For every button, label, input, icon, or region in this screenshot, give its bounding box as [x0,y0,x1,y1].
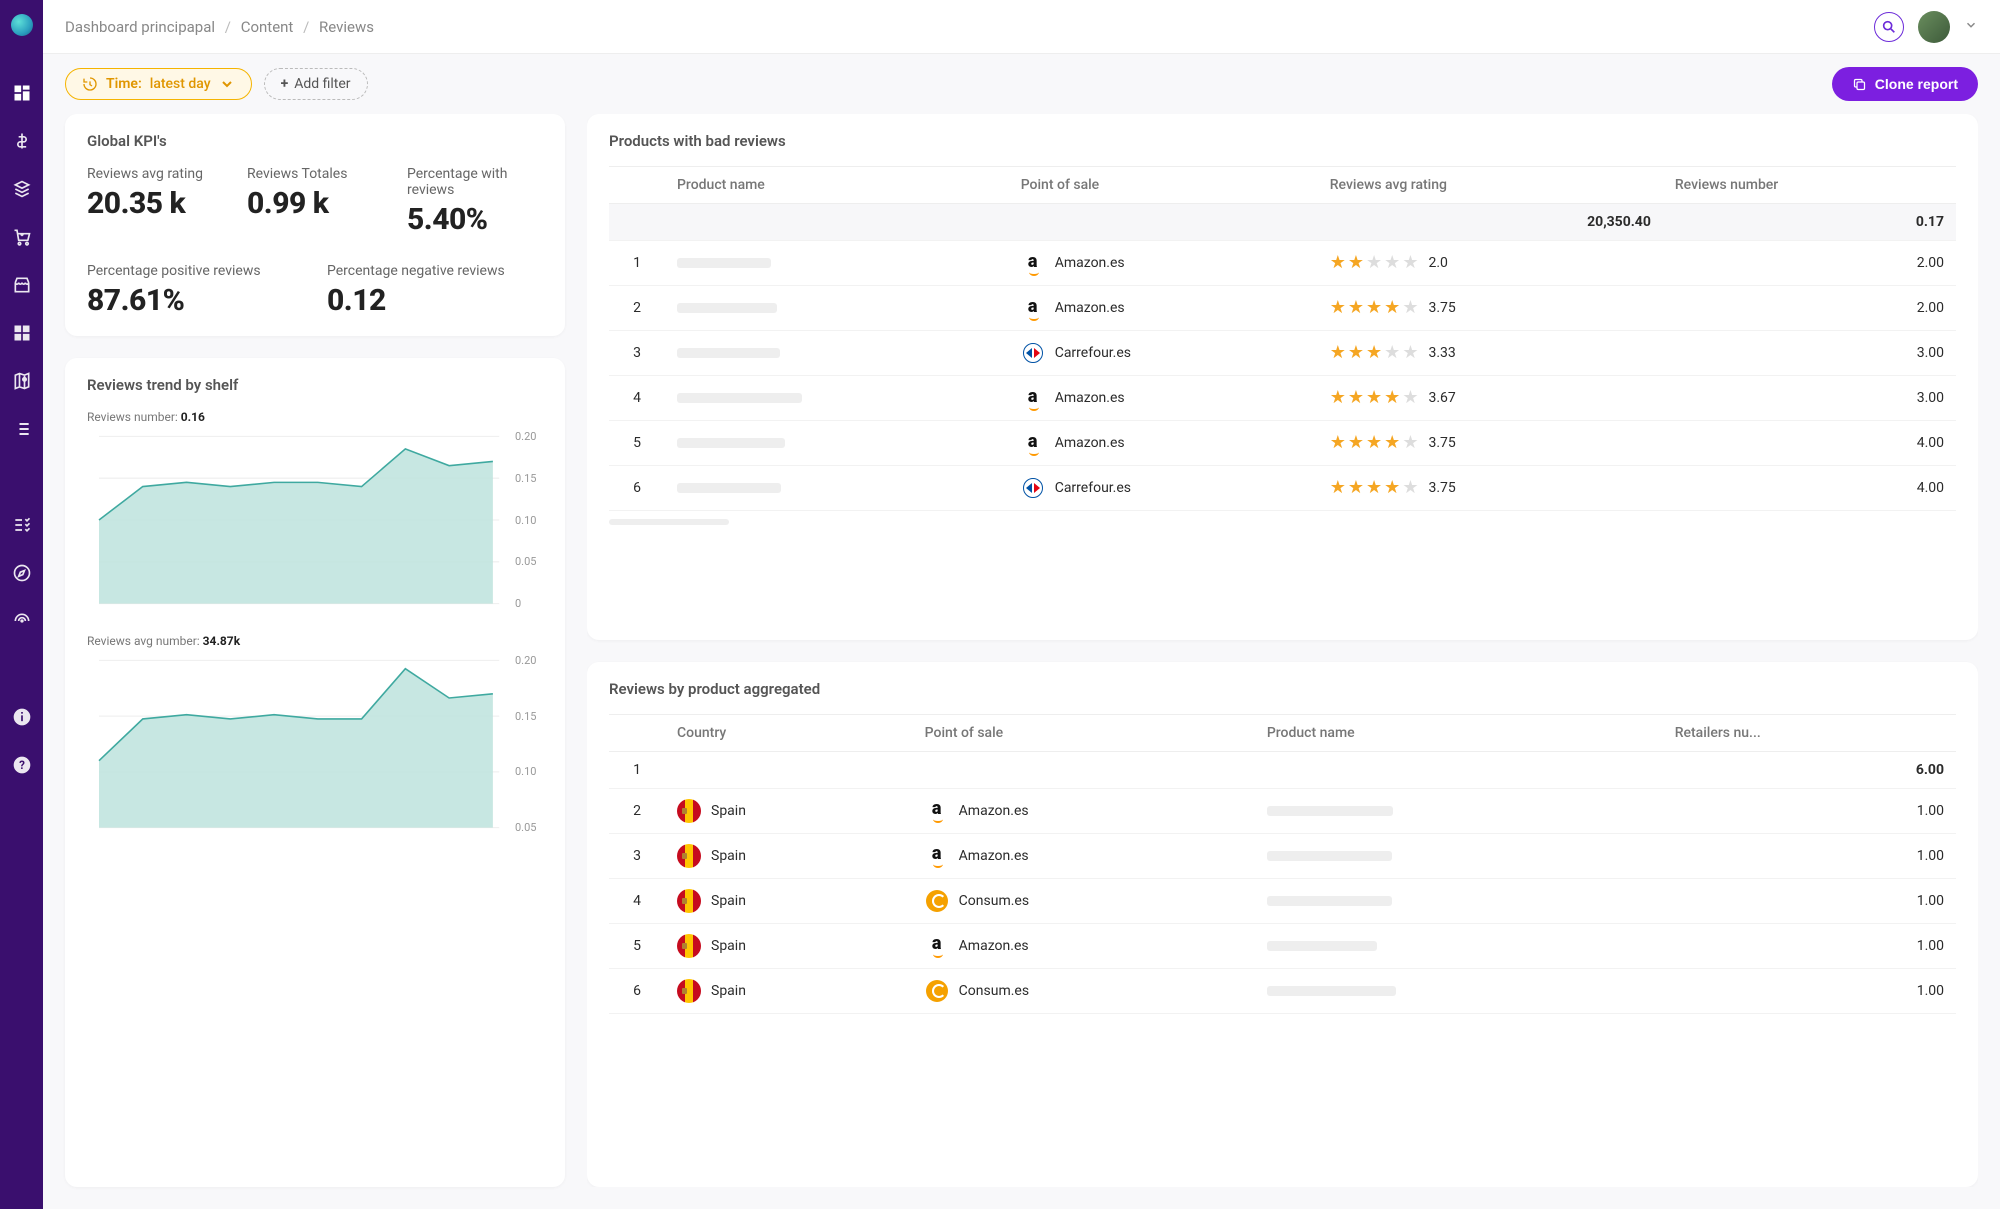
filter-bar: Time: latest day + Add filter Clone repo… [43,54,2000,114]
nav-info-icon[interactable] [11,706,33,728]
table-row[interactable]: 6Carrefour.es★★★★★3.754.00 [609,466,1956,511]
aggregate-row: 20,350.400.17 [609,204,1956,241]
nav-store-icon[interactable] [11,274,33,296]
flag-spain-icon [677,799,701,823]
carrefour-icon [1023,478,1043,498]
flag-spain-icon [677,979,701,1003]
amazon-icon: a [1028,251,1038,276]
kpi-item: Percentage positive reviews87.61% [87,263,303,318]
nav-list-icon[interactable] [11,418,33,440]
amazon-icon: a [1028,431,1038,456]
nav-checklist-icon[interactable] [11,514,33,536]
table-row[interactable]: 2aAmazon.es★★★★★3.752.00 [609,286,1956,331]
amazon-icon: a [1028,386,1038,411]
nav-grid-icon[interactable] [11,322,33,344]
star-rating: ★★★★★ [1330,344,1419,362]
amazon-icon: a [1028,296,1038,321]
table-header[interactable]: Reviews number [1663,167,1956,204]
chart-stat: Reviews avg number: 34.87k [87,634,543,648]
nav-target-icon[interactable] [11,610,33,632]
table-header[interactable]: Retailers nu... [1663,714,1956,751]
star-rating: ★★★★★ [1330,434,1419,452]
table-row[interactable]: 3SpainaAmazon.es1.00 [609,833,1956,878]
area-chart [87,654,543,834]
user-menu-chevron-icon[interactable] [1964,17,1978,36]
avatar[interactable] [1918,11,1950,43]
sidebar: ? [0,0,43,1209]
nav-help-icon[interactable]: ? [11,754,33,776]
svg-text:?: ? [19,758,25,772]
star-rating: ★★★★★ [1330,479,1419,497]
nav-compass-icon[interactable] [11,562,33,584]
table-row[interactable]: 2SpainaAmazon.es1.00 [609,788,1956,833]
flag-spain-icon [677,844,701,868]
table-header[interactable]: Country [665,714,913,751]
table-row[interactable]: 6SpainConsum.es1.00 [609,968,1956,1013]
table-header[interactable] [609,167,665,204]
aggregated-table: CountryPoint of saleProduct nameRetailer… [609,714,1956,1014]
kpi-item: Reviews Totales0.99 k [247,166,383,237]
star-rating: ★★★★★ [1330,389,1419,407]
breadcrumb: Dashboard principapal / Content / Review… [65,18,374,36]
table-row[interactable]: 5SpainaAmazon.es1.00 [609,923,1956,968]
flag-spain-icon [677,934,701,958]
topbar: Dashboard principapal / Content / Review… [43,0,2000,54]
time-filter-value: latest day [150,76,211,92]
breadcrumb-item[interactable]: Content [241,18,294,36]
card-title: Reviews trend by shelf [87,376,543,394]
logo-icon [11,14,33,36]
card-title: Reviews by product aggregated [609,680,1956,698]
carrefour-icon [1023,343,1043,363]
star-rating: ★★★★★ [1330,254,1419,272]
table-row[interactable]: 5aAmazon.es★★★★★3.754.00 [609,421,1956,466]
amazon-icon: a [932,933,942,958]
star-rating: ★★★★★ [1330,299,1419,317]
table-row[interactable]: 4aAmazon.es★★★★★3.673.00 [609,376,1956,421]
table-row[interactable]: 3Carrefour.es★★★★★3.333.00 [609,331,1956,376]
scroll-indicator [609,519,729,525]
table-row[interactable]: 4SpainConsum.es1.00 [609,878,1956,923]
nav-map-icon[interactable] [11,370,33,392]
breadcrumb-item[interactable]: Dashboard principapal [65,18,215,36]
nav-cart-icon[interactable] [11,226,33,248]
card-title: Global KPI's [87,132,543,150]
aggregated-card: Reviews by product aggregated CountryPoi… [587,662,1978,1188]
table-header[interactable]: Product name [1255,714,1663,751]
kpi-item: Reviews avg rating20.35 k [87,166,223,237]
area-chart [87,430,543,610]
flag-spain-icon [677,889,701,913]
add-filter-button[interactable]: + Add filter [264,68,368,100]
chart-stat: Reviews number: 0.16 [87,410,543,424]
table-header[interactable]: Reviews avg rating [1318,167,1663,204]
aggregate-row: 16.00 [609,751,1956,788]
table-header[interactable]: Point of sale [1009,167,1318,204]
global-kpi-card: Global KPI's Reviews avg rating20.35 k R… [65,114,565,336]
clone-report-button[interactable]: Clone report [1832,67,1978,101]
amazon-icon: a [932,843,942,868]
table-header[interactable]: Point of sale [913,714,1255,751]
bad-reviews-table: Product namePoint of saleReviews avg rat… [609,166,1956,511]
nav-dashboard-icon[interactable] [11,82,33,104]
trend-card: Reviews trend by shelf Reviews number: 0… [65,358,565,1187]
table-header[interactable] [609,714,665,751]
kpi-item: Percentage negative reviews0.12 [327,263,543,318]
consum-icon [926,980,948,1002]
card-title: Products with bad reviews [609,132,1956,150]
table-row[interactable]: 1aAmazon.es★★★★★2.02.00 [609,241,1956,286]
nav-stack-icon[interactable] [11,178,33,200]
table-header[interactable]: Product name [665,167,1009,204]
consum-icon [926,890,948,912]
time-filter-label: Time: [106,76,142,92]
search-button[interactable] [1874,12,1904,42]
bad-reviews-card: Products with bad reviews Product namePo… [587,114,1978,640]
kpi-item: Percentage with reviews5.40% [407,166,543,237]
breadcrumb-item[interactable]: Reviews [319,18,374,36]
nav-dollar-icon[interactable] [11,130,33,152]
time-filter-pill[interactable]: Time: latest day [65,68,252,100]
amazon-icon: a [932,798,942,823]
